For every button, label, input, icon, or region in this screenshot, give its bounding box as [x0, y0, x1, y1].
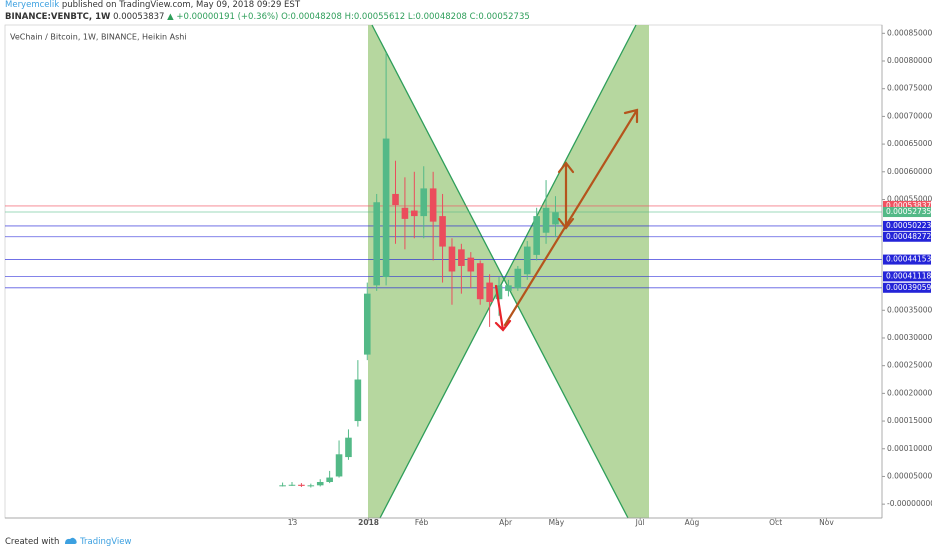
level-badge	[883, 200, 931, 211]
candle-body	[542, 207, 550, 233]
x-tick-label: Jul	[635, 518, 645, 527]
candle-body	[335, 454, 343, 477]
y-tick-label: 0.00055000	[887, 194, 932, 203]
y-tick-label: -0.00000000	[887, 499, 932, 508]
logo	[65, 537, 77, 544]
candle-body	[458, 249, 465, 266]
symbol: BINANCE:VENBTC, 1W	[5, 12, 111, 22]
x-tick-label: 2018	[358, 518, 379, 527]
arrow	[557, 161, 575, 230]
candle-body	[533, 216, 540, 255]
change: ▲ +0.00000191 (+0.36%)	[167, 12, 279, 22]
created-with: Created with	[5, 537, 60, 547]
candle-body	[411, 210, 418, 217]
level-badge	[883, 207, 931, 218]
y-tick-label: 0.00025000	[887, 361, 932, 370]
last-price: 0.00053837	[113, 12, 165, 22]
candle-body	[392, 193, 399, 206]
candle-body	[316, 481, 324, 486]
candle-body	[382, 138, 390, 278]
level-label: 0.00048272	[886, 232, 932, 241]
candle-body	[486, 282, 493, 302]
candle-body	[523, 246, 531, 275]
y-tick-label: 0.00010000	[887, 444, 932, 453]
candle-body	[505, 285, 512, 291]
candles	[279, 52, 559, 488]
level-badge	[883, 231, 931, 242]
candle-body	[345, 437, 352, 458]
ohlc-open: O:0.00048208	[281, 12, 342, 22]
candle-body	[373, 202, 380, 286]
author[interactable]: Meryemcelik	[5, 0, 60, 10]
level-label: 0.00044153	[886, 255, 932, 264]
level-label: 0.00052735	[886, 207, 932, 216]
y-tick-label: 0.00075000	[887, 84, 932, 93]
candle-body	[363, 293, 371, 355]
x-tick-label: 13	[288, 518, 298, 527]
y-tick-label: 0.00060000	[887, 167, 932, 176]
pattern-fill	[368, 25, 504, 518]
x-tick-label: Nov	[819, 518, 834, 527]
candle-body	[288, 484, 296, 486]
level-badge	[883, 282, 931, 293]
y-tick-label: 0.00005000	[887, 471, 932, 480]
y-tick-label: 0.00035000	[887, 305, 932, 314]
level-badge	[883, 254, 931, 265]
candle-body	[298, 484, 305, 486]
chart-title: VeChain / Bitcoin, 1W, BINANCE, Heikin A…	[10, 33, 187, 42]
candle-body	[420, 188, 428, 217]
level-label: 0.00053837	[886, 201, 932, 210]
brand[interactable]: TradingView	[80, 537, 132, 547]
y-tick-label: 0.00070000	[887, 111, 932, 120]
level-badge	[883, 220, 931, 231]
level-label: 0.00039059	[886, 283, 932, 292]
y-tick-label: 0.00015000	[887, 416, 932, 425]
level-badge	[883, 271, 931, 282]
candle-body	[354, 379, 362, 422]
level-label: 0.00041118	[886, 271, 932, 280]
header-line: Meryemcelik published on TradingView.com…	[5, 0, 300, 10]
x-tick-label: Aug	[685, 518, 700, 527]
published: published on TradingView.com, May 09, 20…	[61, 0, 301, 10]
candle-body	[401, 207, 409, 219]
pattern-line	[371, 24, 629, 519]
candle-body	[467, 257, 475, 272]
candle-body	[495, 285, 503, 300]
candle-body	[476, 263, 484, 300]
x-tick-label: Apr	[499, 518, 513, 527]
candle-body	[326, 477, 333, 482]
y-tick-label: 0.00080000	[887, 56, 932, 65]
footer: Created with TradingView	[5, 535, 131, 547]
pattern-line	[379, 24, 637, 519]
x-tick-label: Oct	[769, 518, 782, 527]
ohlc-high: H:0.00055612	[344, 12, 406, 22]
chart: VeChain / Bitcoin, 1W, BINANCE, Heikin A…	[4, 24, 932, 527]
level-label: 0.00050223	[886, 221, 932, 230]
candle-body	[307, 485, 315, 487]
axes: 0.00085000 0.00080000 0.00075000 0.00070000…	[288, 28, 932, 527]
candle-body	[552, 212, 559, 225]
ohlc-close: C:0.00052735	[469, 12, 530, 22]
ohlc-low: L:0.00048208	[407, 12, 467, 22]
candle-body	[279, 485, 286, 487]
x-tick-label: Feb	[415, 518, 429, 527]
arrow	[494, 284, 512, 332]
arrows	[494, 108, 639, 332]
candle-body	[514, 268, 522, 289]
x-tick-label: May	[549, 518, 565, 527]
header-line: BINANCE:VENBTC, 1W 0.00053837 ▲ +0.00000…	[5, 12, 530, 22]
candle-body	[448, 246, 456, 272]
y-tick-label: 0.00065000	[887, 139, 932, 148]
y-tick-label: 0.00020000	[887, 388, 932, 397]
arrow	[503, 108, 639, 327]
y-tick-label: 0.00085000	[887, 28, 932, 37]
candle-body	[439, 216, 446, 247]
candle-body	[429, 188, 437, 222]
y-tick-label: 0.00030000	[887, 333, 932, 342]
